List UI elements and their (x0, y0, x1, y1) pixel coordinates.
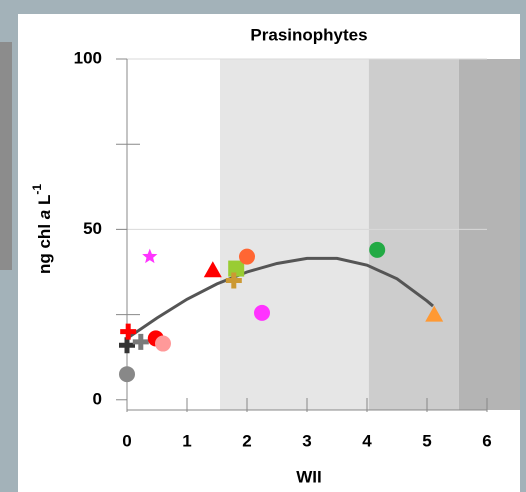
y-tick-label: 100 (74, 48, 102, 67)
x-tick-label: 0 (122, 431, 131, 450)
plot: 0 50 100 0 1 2 3 4 5 6 (74, 48, 520, 450)
x-tick-label: 6 (482, 431, 491, 450)
chart-title: Prasinophytes (250, 25, 367, 44)
y-tick-label: 50 (83, 219, 102, 238)
x-tick-label: 3 (302, 431, 311, 450)
y-label-part: L (35, 195, 54, 210)
x-tick-label: 2 (242, 431, 251, 450)
x-tick-label: 1 (182, 431, 191, 450)
x-tick-label: 5 (422, 431, 431, 450)
shaded-region (368, 59, 459, 410)
shaded-region (220, 59, 369, 410)
fit-curve (126, 256, 434, 340)
y-axis-label: ng chl a L-1 (30, 184, 54, 274)
point (425, 305, 444, 322)
point (119, 366, 135, 383)
point (132, 333, 149, 350)
point (369, 241, 386, 258)
point (254, 304, 270, 321)
x-axis-label: WII (296, 467, 322, 486)
point (203, 261, 222, 278)
x-tick-label: 4 (362, 431, 372, 450)
shaded-region (458, 59, 520, 410)
point (225, 272, 242, 289)
y-label-italic: a (35, 210, 54, 219)
point (155, 335, 171, 352)
point (239, 248, 255, 265)
y-tick-label: 0 (93, 389, 102, 408)
point (120, 323, 137, 340)
point (142, 248, 158, 264)
side-panel (0, 42, 12, 270)
point (119, 337, 135, 354)
y-label-part: ng chl (35, 219, 54, 274)
y-label-superscript: -1 (30, 184, 44, 195)
